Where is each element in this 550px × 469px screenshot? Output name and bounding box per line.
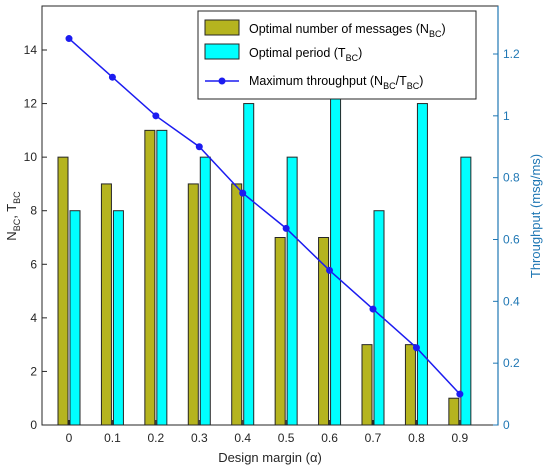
left-tick-label-3: 6 xyxy=(30,257,37,271)
right-tick-label-2: 0.4 xyxy=(503,294,520,308)
legend-label-period: Optimal period (TBC) xyxy=(249,46,362,63)
throughput-line-layer xyxy=(65,35,464,398)
bar-messages-1 xyxy=(100,183,112,426)
legend-label-throughput: Maximum throughput (NBC/TBC) xyxy=(249,74,423,91)
x-tick-label-1: 0.1 xyxy=(104,431,121,445)
legend: Optimal number of messages (NBC) Optimal… xyxy=(197,10,477,100)
bar-messages-8 xyxy=(404,344,416,426)
bar-period-3 xyxy=(199,156,211,426)
left-axis: 0 2 4 6 8 10 12 14 xyxy=(24,43,47,432)
legend-swatch-messages xyxy=(204,19,240,36)
bar-period-4 xyxy=(243,103,255,426)
left-tick-label-5: 10 xyxy=(24,150,38,164)
left-tick-label-4: 8 xyxy=(30,204,37,218)
right-tick-label-3: 0.6 xyxy=(503,233,520,247)
right-tick-label-5: 1 xyxy=(503,109,510,123)
bar-period-2 xyxy=(156,129,168,426)
right-tick-label-4: 0.8 xyxy=(503,171,520,185)
x-axis: 0 0.1 0.2 0.3 0.4 0.5 0.6 0.7 0.8 0.9 xyxy=(66,420,469,445)
x-tick-label-7: 0.7 xyxy=(365,431,382,445)
bar-period-1 xyxy=(112,210,124,426)
bar-messages-0 xyxy=(57,156,69,426)
left-axis-label: NBC, TBC xyxy=(4,191,22,241)
throughput-point-8 xyxy=(412,344,420,352)
bar-messages-7 xyxy=(361,344,373,426)
x-axis-label: Design margin (α) xyxy=(218,450,322,465)
throughput-point-6 xyxy=(326,266,334,274)
left-tick-label-2: 4 xyxy=(30,311,37,325)
x-tick-label-9: 0.9 xyxy=(452,431,469,445)
bar-period-9 xyxy=(460,156,472,426)
bar-period-0 xyxy=(69,210,81,426)
right-tick-label-1: 0.2 xyxy=(503,356,520,370)
throughput-point-5 xyxy=(282,224,290,232)
left-tick-label-1: 2 xyxy=(30,364,37,378)
left-tick-label-6: 12 xyxy=(24,97,38,111)
throughput-point-4 xyxy=(239,189,247,197)
bar-period-8 xyxy=(416,103,428,426)
x-tick-label-0: 0 xyxy=(66,431,73,445)
x-tick-label-2: 0.2 xyxy=(148,431,165,445)
x-tick-label-4: 0.4 xyxy=(234,431,251,445)
right-tick-label-0: 0 xyxy=(503,418,510,432)
legend-swatch-period xyxy=(204,43,240,60)
bar-period-5 xyxy=(286,156,298,426)
x-tick-label-5: 0.5 xyxy=(278,431,295,445)
x-tick-label-3: 0.3 xyxy=(191,431,208,445)
bar-messages-2 xyxy=(144,129,156,426)
legend-marker-throughput xyxy=(218,77,226,85)
x-tick-label-8: 0.8 xyxy=(408,431,425,445)
throughput-point-3 xyxy=(195,143,203,151)
x-tick-label-6: 0.6 xyxy=(321,431,338,445)
bar-messages-5 xyxy=(274,237,286,426)
bar-messages-4 xyxy=(231,183,243,426)
throughput-point-0 xyxy=(65,35,73,43)
bar-period-6 xyxy=(330,49,342,426)
left-tick-label-7: 14 xyxy=(24,43,38,57)
throughput-point-1 xyxy=(108,73,116,81)
throughput-line xyxy=(68,37,461,395)
legend-label-messages: Optimal number of messages (NBC) xyxy=(249,22,446,39)
right-tick-label-6: 1.2 xyxy=(503,47,520,61)
right-axis: 0 0.2 0.4 0.6 0.8 1 1.2 xyxy=(493,47,520,432)
left-tick-label-0: 0 xyxy=(30,418,37,432)
throughput-point-2 xyxy=(152,112,160,120)
throughput-point-7 xyxy=(369,305,377,313)
throughput-point-9 xyxy=(456,390,464,398)
bar-messages-3 xyxy=(187,183,199,426)
right-axis-label: Throughput (msg/ms) xyxy=(528,154,543,278)
bar-messages-9 xyxy=(448,397,460,426)
legend-box xyxy=(197,10,477,100)
